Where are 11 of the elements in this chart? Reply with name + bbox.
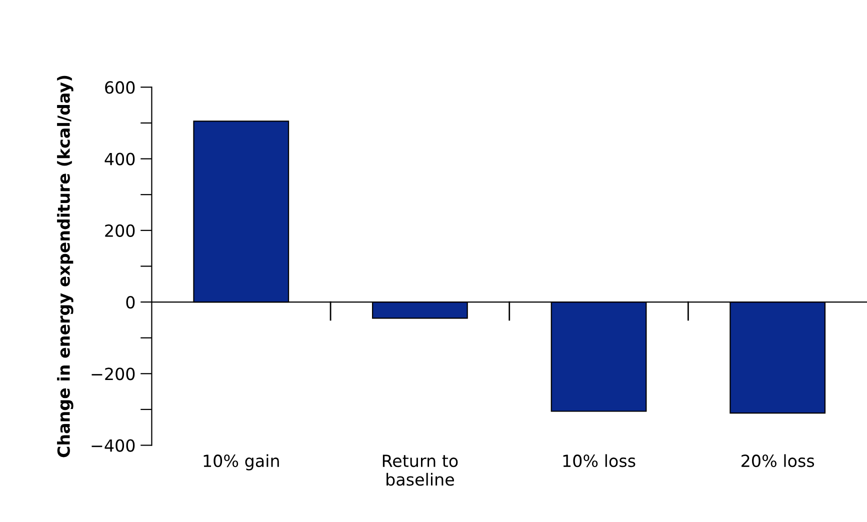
y-tick-label: 600 [105,81,135,94]
y-tick-label: 200 [105,224,135,237]
y-tick-label: −200 [92,368,135,380]
x-tick-label: Return to baseline [382,454,458,486]
y-axis-title: Change in energy expenditure (kcal/day) [57,76,74,458]
y-tick-label: −400 [92,439,135,452]
x-tick-label: 20% loss [742,454,814,468]
x-tick-label: 10% loss [563,454,636,468]
y-tick-label: 0 [126,296,135,309]
y-tick-label: 400 [104,152,135,166]
x-tick-label: 10% gain [204,454,279,470]
